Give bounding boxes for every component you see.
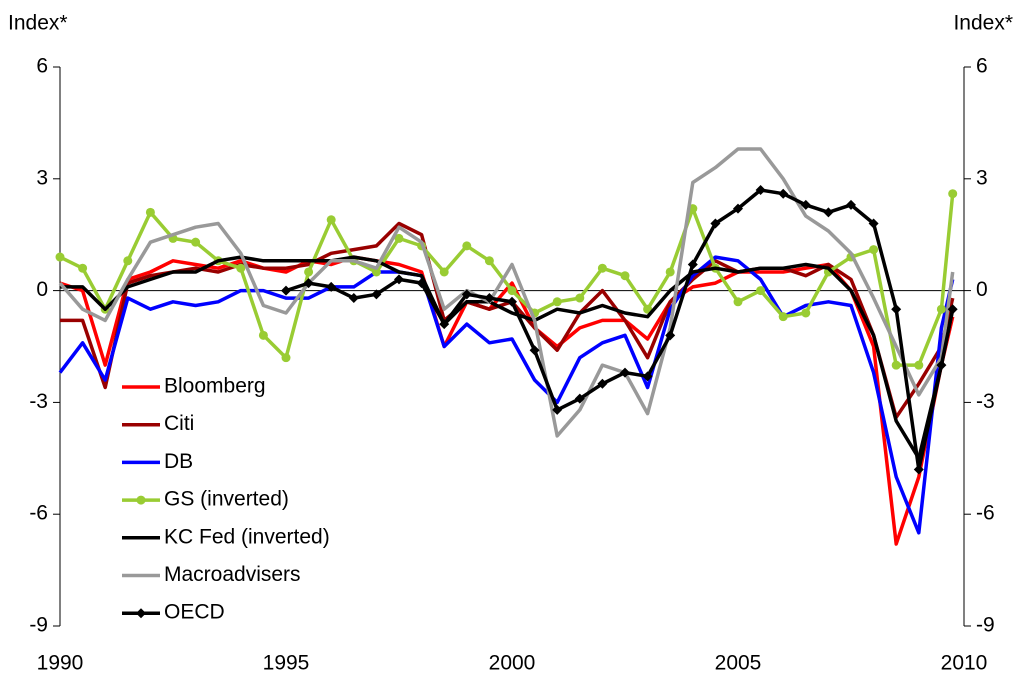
point bbox=[914, 360, 924, 370]
point bbox=[733, 297, 743, 307]
point bbox=[597, 263, 607, 273]
point bbox=[394, 274, 404, 285]
point bbox=[947, 304, 958, 315]
point bbox=[891, 360, 901, 370]
point bbox=[620, 367, 630, 378]
point bbox=[484, 293, 495, 304]
point bbox=[574, 393, 585, 404]
point bbox=[778, 312, 788, 322]
point bbox=[281, 353, 291, 363]
point bbox=[665, 267, 675, 277]
point bbox=[801, 308, 811, 318]
point bbox=[191, 237, 201, 247]
point bbox=[846, 199, 856, 210]
point bbox=[575, 293, 585, 303]
y-tick-label: -9 bbox=[29, 614, 48, 637]
point bbox=[145, 207, 155, 217]
point bbox=[891, 304, 902, 315]
point bbox=[756, 286, 766, 296]
point bbox=[348, 293, 359, 304]
x-tick-label: 2010 bbox=[941, 652, 988, 675]
y2-tick-label: -3 bbox=[976, 390, 995, 413]
y2-tick-label: -9 bbox=[976, 614, 995, 637]
legend-label: Citi bbox=[164, 412, 194, 435]
point bbox=[552, 297, 562, 307]
point bbox=[868, 218, 879, 229]
y-tick-label: -3 bbox=[29, 390, 48, 413]
y2-tick-label: 3 bbox=[976, 166, 988, 189]
x-tick-label: 2000 bbox=[489, 652, 536, 675]
point bbox=[439, 267, 449, 277]
point bbox=[258, 330, 268, 340]
point bbox=[416, 278, 427, 289]
point bbox=[371, 289, 382, 300]
y2-axis-label: Index* bbox=[953, 12, 1013, 35]
series-line bbox=[58, 255, 955, 535]
legend-label: OECD bbox=[164, 601, 225, 624]
point bbox=[755, 184, 766, 195]
y2-tick-label: -6 bbox=[976, 502, 995, 525]
point bbox=[733, 203, 743, 214]
point bbox=[439, 319, 450, 330]
y-tick-label: 3 bbox=[36, 166, 48, 189]
point bbox=[936, 360, 947, 371]
point bbox=[823, 207, 834, 218]
point bbox=[371, 267, 381, 277]
series-line bbox=[58, 147, 955, 438]
point bbox=[236, 263, 246, 273]
y2-tick-label: 0 bbox=[976, 278, 988, 301]
point bbox=[136, 608, 146, 619]
point bbox=[800, 199, 811, 210]
point bbox=[303, 278, 314, 289]
legend-label: KC Fed (inverted) bbox=[164, 525, 330, 548]
y2-tick-label: 6 bbox=[976, 55, 988, 78]
x-tick-label: 1990 bbox=[37, 652, 84, 675]
point bbox=[462, 241, 472, 251]
legend-label: Macroadvisers bbox=[164, 563, 301, 586]
point bbox=[665, 330, 676, 341]
point bbox=[529, 345, 540, 356]
point bbox=[78, 263, 88, 273]
point bbox=[484, 256, 494, 266]
point bbox=[507, 286, 517, 296]
point bbox=[778, 188, 789, 199]
legend-label: DB bbox=[164, 450, 193, 473]
legend-label: GS (inverted) bbox=[164, 488, 289, 511]
point bbox=[936, 304, 946, 314]
point bbox=[304, 267, 314, 277]
point bbox=[394, 233, 404, 243]
point bbox=[552, 404, 563, 415]
y-axis-label: Index* bbox=[8, 12, 68, 35]
x-tick-label: 2005 bbox=[715, 652, 762, 675]
point bbox=[326, 281, 337, 292]
point bbox=[281, 285, 291, 296]
y-tick-label: 0 bbox=[36, 278, 48, 301]
point bbox=[620, 271, 630, 281]
legend-label: Bloomberg bbox=[164, 375, 266, 398]
point bbox=[507, 296, 517, 307]
point bbox=[710, 218, 721, 229]
point bbox=[642, 371, 653, 382]
y-tick-label: 6 bbox=[36, 55, 48, 78]
point bbox=[326, 215, 336, 225]
series-line bbox=[285, 188, 955, 472]
point bbox=[136, 495, 146, 505]
point bbox=[597, 378, 608, 389]
y-tick-label: -6 bbox=[29, 502, 48, 525]
point bbox=[55, 252, 65, 262]
x-tick-label: 1995 bbox=[263, 652, 310, 675]
point bbox=[869, 245, 879, 255]
point bbox=[123, 256, 133, 266]
point bbox=[913, 464, 924, 475]
series-line bbox=[60, 255, 955, 461]
point bbox=[461, 289, 472, 300]
point bbox=[948, 189, 958, 199]
point bbox=[687, 259, 698, 270]
